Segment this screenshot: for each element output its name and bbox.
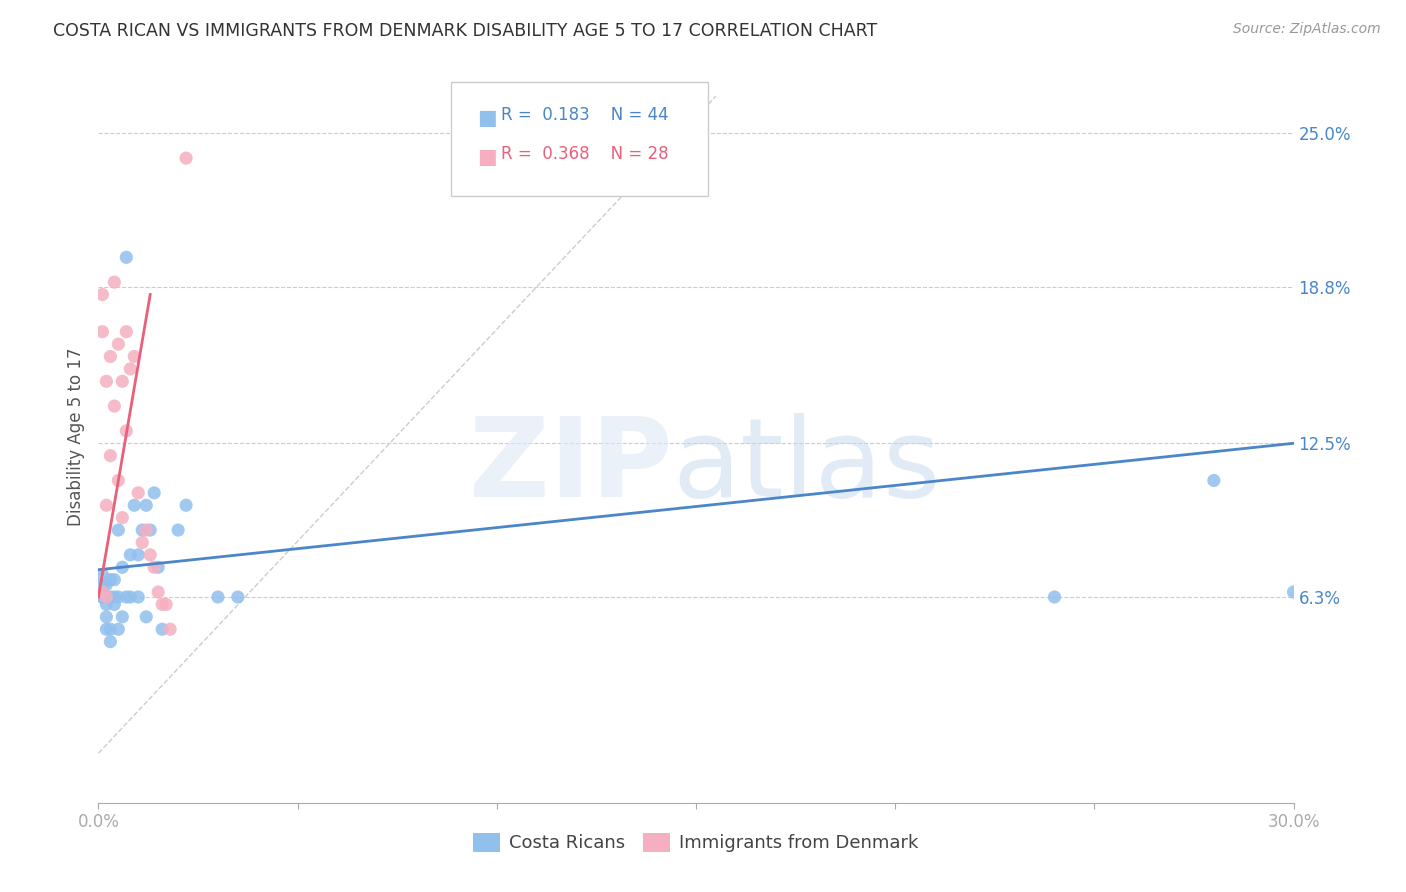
Point [1282, 585, 1305, 599]
Point [98, 449, 122, 463]
Point [148, 560, 170, 574]
Text: R =  0.183    N = 44: R = 0.183 N = 44 [501, 106, 669, 124]
Point [150, 598, 173, 612]
Point [96, 498, 118, 512]
Point [91, 585, 114, 599]
Point [91, 287, 114, 301]
Point [127, 486, 149, 500]
Text: ZIP: ZIP [468, 413, 672, 520]
Point [107, 622, 129, 636]
Point [107, 590, 129, 604]
Point [96, 577, 118, 591]
Point [135, 498, 157, 512]
Point [127, 590, 149, 604]
Point [127, 548, 149, 562]
Point [115, 590, 138, 604]
Point [1202, 474, 1225, 488]
Point [174, 151, 197, 165]
Point [226, 590, 249, 604]
Point [155, 598, 177, 612]
Point [96, 598, 118, 612]
Point [143, 560, 166, 574]
Point [111, 610, 134, 624]
FancyBboxPatch shape [451, 82, 709, 195]
Point [148, 585, 170, 599]
Point [150, 622, 173, 636]
Point [135, 523, 157, 537]
Point [120, 548, 142, 562]
Point [91, 325, 114, 339]
Point [96, 590, 118, 604]
Point [111, 374, 134, 388]
Text: ■: ■ [477, 108, 496, 128]
Point [115, 424, 138, 438]
Point [96, 590, 118, 604]
Legend: Costa Ricans, Immigrants from Denmark: Costa Ricans, Immigrants from Denmark [465, 826, 927, 860]
Point [131, 535, 153, 549]
Point [207, 590, 229, 604]
Point [120, 362, 142, 376]
Point [98, 622, 122, 636]
Point [120, 590, 142, 604]
Text: R =  0.368    N = 28: R = 0.368 N = 28 [501, 145, 669, 162]
Point [143, 486, 166, 500]
Point [167, 523, 190, 537]
Point [131, 523, 153, 537]
Text: atlas: atlas [672, 413, 941, 520]
Text: ■: ■ [477, 146, 496, 167]
Point [107, 474, 129, 488]
Point [115, 250, 138, 264]
Point [139, 523, 162, 537]
Point [107, 523, 129, 537]
Point [91, 585, 114, 599]
Point [103, 399, 125, 413]
Point [98, 350, 122, 364]
Point [96, 610, 118, 624]
Point [96, 374, 118, 388]
Point [98, 573, 122, 587]
Text: COSTA RICAN VS IMMIGRANTS FROM DENMARK DISABILITY AGE 5 TO 17 CORRELATION CHART: COSTA RICAN VS IMMIGRANTS FROM DENMARK D… [53, 22, 877, 40]
Point [111, 560, 134, 574]
Point [124, 350, 146, 364]
Point [98, 634, 122, 648]
Point [139, 548, 162, 562]
Point [135, 610, 157, 624]
Point [96, 590, 118, 604]
Y-axis label: Disability Age 5 to 17: Disability Age 5 to 17 [66, 348, 84, 526]
Point [1043, 590, 1066, 604]
Point [115, 325, 138, 339]
Point [107, 337, 129, 351]
Point [91, 567, 114, 582]
Point [103, 590, 125, 604]
Point [103, 275, 125, 289]
Point [91, 577, 114, 591]
Point [159, 622, 181, 636]
Point [96, 622, 118, 636]
Point [124, 498, 146, 512]
Text: Source: ZipAtlas.com: Source: ZipAtlas.com [1233, 22, 1381, 37]
Point [91, 590, 114, 604]
Point [98, 590, 122, 604]
Point [103, 598, 125, 612]
Point [174, 498, 197, 512]
Point [111, 510, 134, 524]
Point [103, 573, 125, 587]
Point [91, 590, 114, 604]
